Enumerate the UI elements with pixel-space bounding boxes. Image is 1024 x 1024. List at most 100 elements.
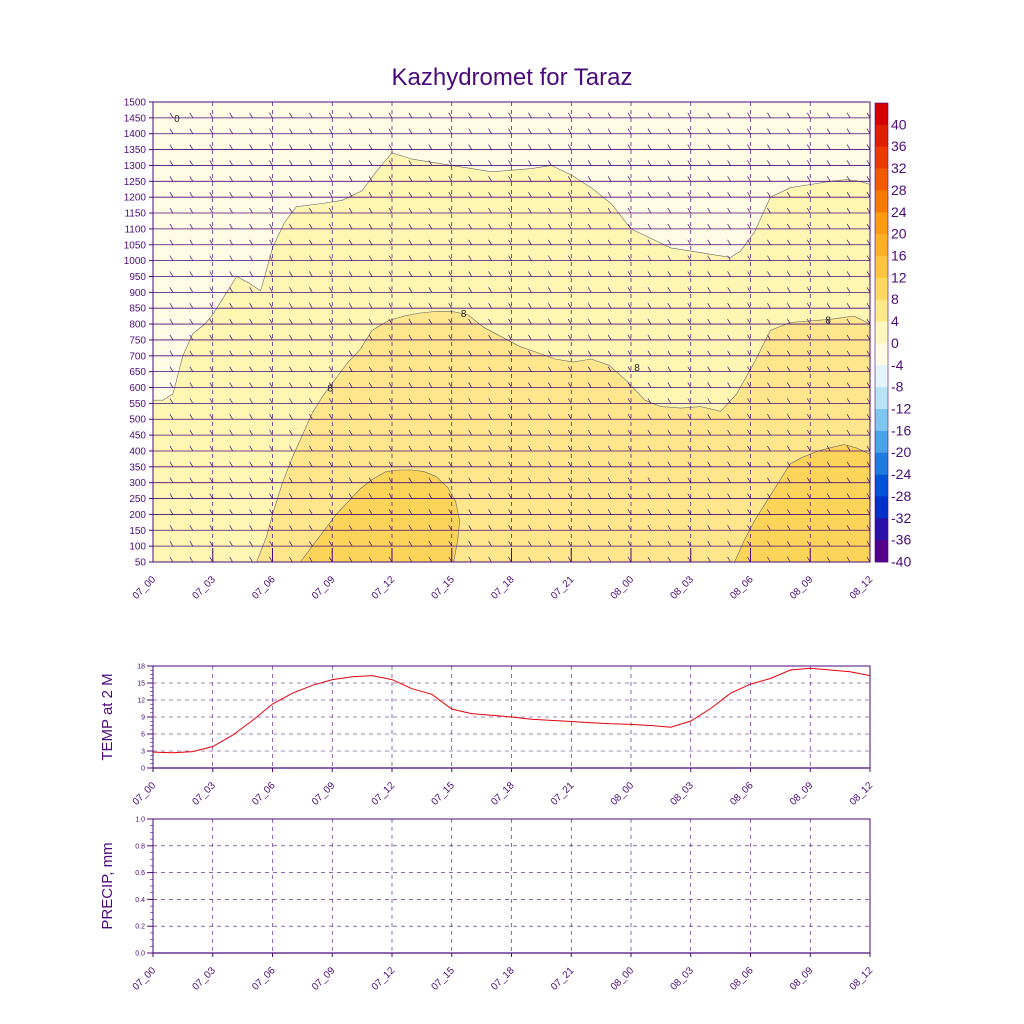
wind-barb [428,398,433,404]
wind-barb [289,350,293,356]
wind-barb [627,287,632,293]
wind-barb [826,191,831,198]
wind-barb [567,191,572,198]
x-tick-label: 07_09 [310,965,338,993]
wind-barb [368,271,373,277]
wind-barb [408,477,413,483]
y-axis-label: PRECIP, mm [99,842,116,929]
wind-barb [687,144,692,150]
wind-barb [269,398,273,404]
wind-barb [249,540,253,547]
wind-barb [488,191,492,198]
wind-barb [528,477,532,483]
wind-barb [667,207,672,214]
wind-barb [587,255,592,261]
wind-barb [488,160,492,166]
wind-barb [408,287,413,293]
wind-barb [209,176,214,182]
wind-barb [468,271,472,277]
wind-barb [767,382,771,388]
wind-barb [229,461,233,468]
y-tick-label: 1400 [124,129,147,140]
wind-barb [727,334,731,341]
wind-barb [508,429,512,436]
wind-barb [229,128,233,134]
wind-barb [488,176,492,182]
wind-barb [229,255,233,261]
wind-barb [826,112,831,119]
wind-barb [428,477,433,483]
wind-barb [368,382,373,388]
wind-barb [846,525,851,531]
wind-barb [269,128,273,134]
wind-barb [730,102,731,103]
wind-barb [687,414,692,420]
wind-barb [391,102,392,103]
wind-barb [826,556,831,562]
wind-barb [249,112,253,119]
wind-barb [328,525,333,531]
y-tick-label: 1.0 [135,817,145,824]
wind-barb [650,102,651,103]
wind-barb [229,414,233,420]
wind-barb [269,334,273,341]
y-tick-label: 650 [129,367,146,378]
wind-barb [528,334,532,341]
wind-barb [787,461,791,468]
wind-barb [249,271,253,277]
wind-barb [448,509,453,515]
wind-barb [647,176,652,182]
wind-barb [548,207,552,214]
wind-barb [846,477,851,483]
wind-barb [806,398,811,404]
wind-barb [806,334,811,341]
x-tick-label: 08_12 [848,574,876,602]
wind-barb [846,318,851,325]
wind-barb [511,102,512,103]
wind-barb [408,540,413,547]
wind-barb [826,144,831,150]
wind-barb [627,509,632,515]
wind-barb [269,525,273,531]
wind-barb [232,102,233,103]
wind-barb [189,287,194,293]
wind-barb [388,318,393,325]
wind-barb [408,144,413,150]
wind-barb [647,429,652,436]
wind-barb [249,493,253,499]
wind-barb [767,255,771,261]
wind-barb [528,128,532,134]
wind-barb [428,525,433,531]
wind-barb [528,287,532,293]
wind-barb [607,414,612,420]
wind-barb [528,318,532,325]
wind-barb [787,540,791,547]
colorbar-swatch [875,430,888,454]
wind-barb [607,239,612,245]
wind-barb [309,223,313,230]
wind-barb [567,540,572,547]
wind-barb [249,398,253,404]
colorbar: 4036322824201612840-4-8-12-16-20-24-28-3… [874,102,911,570]
wind-barb [249,350,253,356]
wind-barb [328,318,333,325]
wind-barb [727,461,731,468]
wind-barb [707,525,711,531]
wind-barb [806,223,811,230]
wind-barb [627,191,632,198]
wind-barb [667,540,672,547]
wind-barb [209,477,214,483]
wind-barb [289,303,293,309]
wind-barb [627,414,632,420]
wind-barb [528,255,532,261]
wind-barb [767,366,771,372]
wind-barb [607,525,612,531]
wind-barb [846,382,851,388]
wind-barb [587,191,592,198]
x-tick-label: 08_06 [728,574,756,602]
wind-barb [548,525,552,531]
x-tick-label: 08_12 [848,965,876,993]
wind-barb [607,556,612,562]
colorbar-label: 8 [891,291,899,307]
wind-barb [309,556,313,562]
